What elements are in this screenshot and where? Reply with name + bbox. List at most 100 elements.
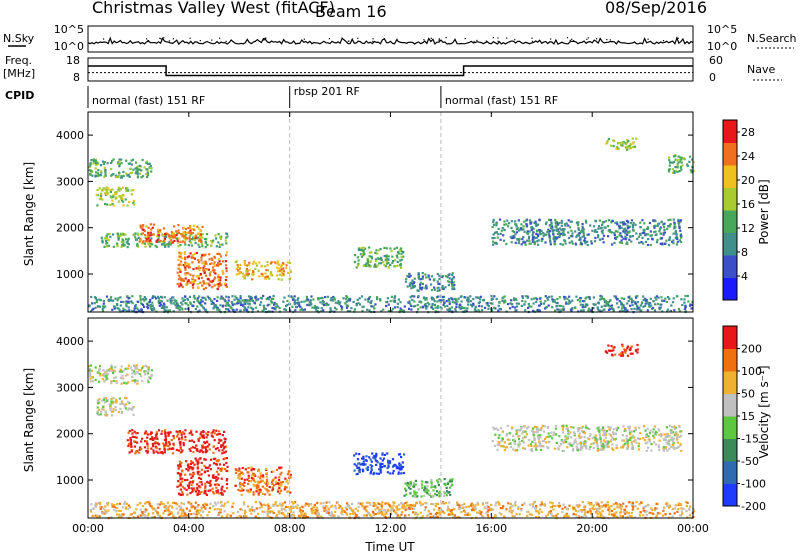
velocity-echo-cell [468,506,470,508]
power-echo-cell [583,232,585,234]
power-echo-cell [647,226,649,228]
power-echo-cell [97,305,99,307]
velocity-echo-cell [578,505,580,507]
power-echo-cell [119,296,121,298]
power-echo-cell [603,305,605,307]
power-echo-cell [186,262,188,264]
velocity-echo-cell [276,514,278,516]
power-echo-cell [198,246,200,248]
power-echo-cell [523,241,525,243]
power-echo-cell [161,234,163,236]
noise-search-dot [571,39,572,40]
power-echo-cell [560,243,562,245]
power-echo-cell [213,261,215,263]
velocity-echo-cell [221,515,223,517]
power-echo-cell [103,306,105,308]
power-echo-cell [178,252,180,254]
power-echo-cell [388,304,390,306]
power-echo-cell [663,223,665,225]
power-echo-cell [628,232,630,234]
velocity-echo-cell [145,365,147,367]
power-echo-cell [437,273,439,275]
power-echo-cell [533,298,535,300]
power-echo-cell [514,220,516,222]
power-echo-cell [414,278,416,280]
power-echo-cell [192,257,194,259]
velocity-echo-cell [244,511,246,513]
power-echo-cell [663,234,665,236]
power-echo-cell [248,269,250,271]
velocity-echo-cell [262,486,264,488]
power-echo-cell [645,300,647,302]
velocity-echo-cell [130,443,132,445]
velocity-echo-cell [120,377,122,379]
power-echo-cell [191,261,193,263]
power-echo-cell [624,236,626,238]
velocity-echo-cell [220,501,222,503]
velocity-echo-cell [657,512,659,514]
power-echo-cell [528,303,530,305]
power-echo-cell [280,266,282,268]
power-echo-cell [370,300,372,302]
velocity-echo-cell [167,502,169,504]
power-echo-region [605,138,637,151]
power-echo-cell [181,235,183,237]
power-echo-cell [635,297,637,299]
velocity-echo-cell [502,505,504,507]
velocity-echo-cell [92,507,94,509]
velocity-echo-cell [125,508,127,510]
velocity-echo-cell [264,487,266,489]
velocity-echo-cell [275,501,277,503]
velocity-echo-cell [271,483,273,485]
velocity-echo-cell [607,501,609,503]
power-echo-cell [663,229,665,231]
power-echo-cell [492,241,494,243]
power-echo-cell [196,226,198,228]
power-echo-cell [94,175,96,177]
velocity-echo-cell [335,507,337,509]
velocity-echo-cell [196,483,198,485]
velocity-echo-cell [183,442,185,444]
power-echo-cell [396,256,398,258]
power-echo-cell [239,272,241,274]
velocity-echo-cell [156,511,158,513]
velocity-echo-cell [177,480,179,482]
velocity-data [88,318,695,519]
power-echo-cell [548,304,550,306]
velocity-echo-cell [124,501,126,503]
power-echo-cell [357,302,359,304]
velocity-echo-cell [559,505,561,507]
power-colorbar-swatch [723,120,737,143]
power-echo-cell [93,162,95,164]
power-echo-cell [554,243,556,245]
velocity-echo-cell [214,484,216,486]
power-echo-cell [205,282,207,284]
velocity-echo-cell [176,435,178,437]
velocity-echo-cell [433,509,435,511]
velocity-echo-cell [160,501,162,503]
power-echo-cell [190,242,192,244]
power-echo-cell [588,308,590,310]
velocity-echo-cell [221,505,223,507]
velocity-echo-cell [250,509,252,511]
velocity-echo-cell [250,513,252,515]
power-echo-cell [673,309,675,311]
velocity-echo-cell [149,377,151,379]
velocity-echo-cell [280,490,282,492]
noise-search-dot [397,39,398,40]
power-echo-cell [613,295,615,297]
velocity-echo-cell [209,464,211,466]
power-echo-cell [109,236,111,238]
velocity-echo-cell [171,439,173,441]
power-echo-cell [136,169,138,171]
power-echo-cell [111,200,113,202]
power-echo-cell [142,304,144,306]
velocity-echo-cell [639,514,641,516]
power-echo-cell [647,238,649,240]
power-echo-cell [120,301,122,303]
velocity-echo-cell [255,501,257,503]
velocity-echo-cell [464,514,466,516]
power-echo-cell [527,297,529,299]
velocity-echo-cell [620,508,622,510]
velocity-echo-cell [178,493,180,495]
